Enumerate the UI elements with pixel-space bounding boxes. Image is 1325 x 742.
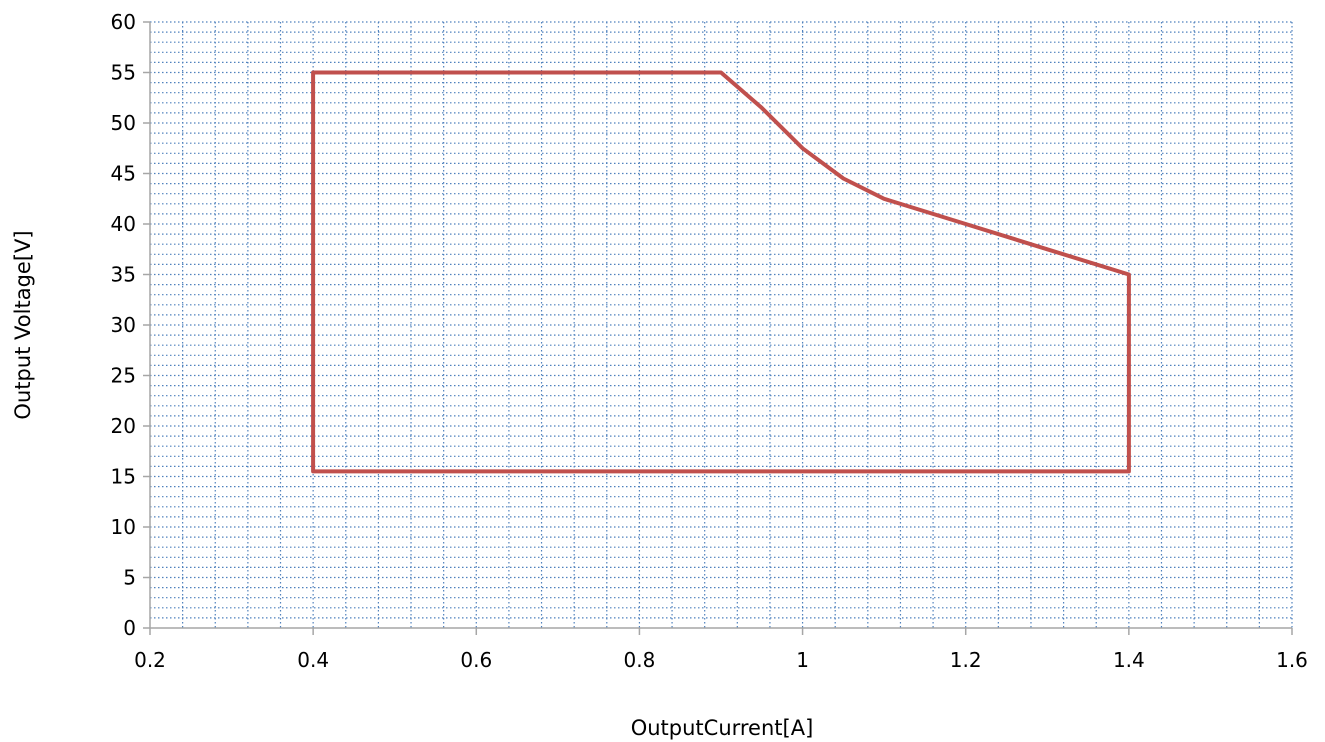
- axes: [143, 21, 1293, 635]
- y-tick-label: 40: [111, 212, 136, 236]
- x-tick-label: 1.4: [1113, 648, 1145, 672]
- y-tick-label: 45: [111, 162, 136, 186]
- y-tick-label: 35: [111, 263, 136, 287]
- y-tick-label: 55: [111, 61, 136, 85]
- y-tick-labels: 0 5 10 15 20 25 30 35 40 45 50 55 60: [111, 10, 136, 640]
- x-tick-labels: 0.2 0.4 0.6 0.8 1 1.2 1.4 1.6: [134, 648, 1308, 672]
- y-tick-label: 0: [123, 616, 136, 640]
- y-axis-title: Output Voltage[V]: [11, 230, 35, 419]
- grid: [150, 21, 1293, 628]
- y-tick-label: 5: [123, 566, 136, 590]
- x-tick-label: 0.6: [460, 648, 492, 672]
- x-tick-label: 0.4: [297, 648, 329, 672]
- series-layer: [311, 70, 1131, 474]
- x-tick-label: 0.8: [624, 648, 656, 672]
- y-tick-label: 10: [111, 515, 136, 539]
- y-tick-label: 30: [111, 313, 136, 337]
- x-tick-label: 0.2: [134, 648, 166, 672]
- x-tick-label: 1: [796, 648, 809, 672]
- y-tick-label: 20: [111, 414, 136, 438]
- series-line: [311, 70, 1131, 474]
- x-tick-label: 1.6: [1276, 648, 1308, 672]
- y-tick-label: 50: [111, 111, 136, 135]
- y-tick-label: 60: [111, 10, 136, 34]
- y-tick-label: 15: [111, 465, 136, 489]
- y-tick-label: 25: [111, 364, 136, 388]
- x-axis-title: OutputCurrent[A]: [631, 716, 814, 740]
- x-tick-label: 1.2: [950, 648, 982, 672]
